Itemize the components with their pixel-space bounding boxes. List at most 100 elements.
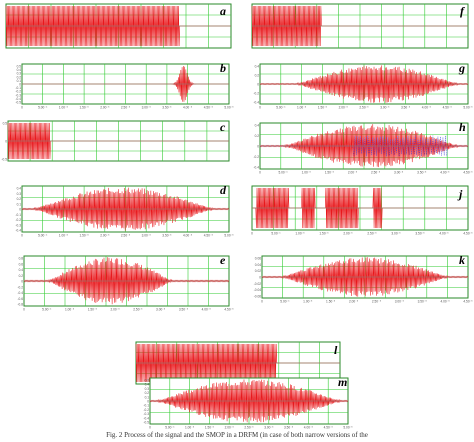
y-tick-label: -0.3 bbox=[144, 412, 150, 416]
y-tick-label: 0.1 bbox=[145, 395, 150, 399]
y-tick-label: 0.3 bbox=[145, 387, 150, 391]
x-tick-label: 1.50⁻⁵ bbox=[79, 234, 89, 238]
panel-m-plot: 0.50.40.30.20.10-0.1-0.2-0.3-0.4-0.50 5.0… bbox=[144, 377, 353, 430]
x-tick-label: 0 bbox=[251, 232, 253, 236]
y-tick-label: 0.2 bbox=[255, 74, 260, 78]
y-tick-label: 0.1 bbox=[17, 202, 22, 206]
panel-letter-a: a bbox=[220, 4, 226, 18]
x-tick-label: 1.00⁻⁵ bbox=[295, 232, 305, 236]
panel-m: 0.5 0.4 0.3 0.2 0.1 0 -0.1 -0.2 -0.3 -0.4 -0.5 0 5.0… bbox=[132, 372, 354, 432]
panel-f: f bbox=[248, 2, 470, 50]
panel-letter-f: f bbox=[460, 4, 464, 18]
x-tick-label: 4.00⁻⁵ bbox=[183, 106, 193, 110]
y-tick-label: 0.1 bbox=[17, 79, 22, 83]
x-tick-label: 1.50⁻⁵ bbox=[326, 300, 336, 304]
y-tick-label: 0 bbox=[19, 208, 21, 212]
x-tick-label: 0 bbox=[21, 234, 23, 238]
y-tick-label: 0.4 bbox=[19, 268, 24, 272]
y-tick-label: -0.2 bbox=[144, 408, 150, 412]
panel-g: 0.4 0.2 0 -0.2 -0.4 0 5.00⁻⁶ 1.00⁻⁵ 1.50⁻⁵ 2.00⁻⁵… bbox=[248, 58, 474, 110]
y-tick-label: -0.5 bbox=[144, 421, 150, 425]
x-tick-label: 2.50⁻⁵ bbox=[372, 300, 382, 304]
x-tick-label: 2.50⁻⁵ bbox=[121, 106, 131, 110]
y-tick-label: 0.4 bbox=[255, 124, 260, 128]
panel-a: a bbox=[4, 2, 232, 50]
y-tick-label: -0.2 bbox=[16, 218, 22, 222]
y-tick-label: -0.6 bbox=[18, 297, 24, 301]
x-tick-label: 3.00⁻⁵ bbox=[380, 106, 390, 110]
y-tick-label: 0.2 bbox=[17, 75, 22, 79]
y-tick-label: 0.5 bbox=[3, 122, 8, 126]
y-tick-label: 0.06 bbox=[255, 257, 261, 261]
y-tick-label: -0.2 bbox=[16, 90, 22, 94]
panel-c-plot: 0.5 0 -0.5 bbox=[2, 120, 230, 162]
y-tick-label: 0.6 bbox=[19, 262, 24, 266]
x-tick-label: 3.50⁻⁵ bbox=[401, 106, 411, 110]
x-tick-label: 2.00⁻⁵ bbox=[343, 232, 353, 236]
y-tick-label: -0.02 bbox=[254, 282, 261, 286]
panel-letter-g: g bbox=[459, 61, 465, 75]
y-tick-label: 0.4 bbox=[145, 383, 150, 387]
panel-b: 0.5 0.4 0.3 0.2 0.1 0 -0.1 -0.2 -0.3 -0.4 -0.5 0 5.0… bbox=[4, 58, 235, 110]
x-tick-label: 2.00⁻⁵ bbox=[348, 171, 358, 175]
x-tick-label: 4.50⁻⁵ bbox=[443, 106, 453, 110]
x-tick-label: 1.00⁻⁵ bbox=[303, 300, 313, 304]
x-tick-label: 0 bbox=[259, 171, 261, 175]
y-tick-label: -0.5 bbox=[2, 158, 8, 162]
y-tick-label: 0.8 bbox=[19, 257, 24, 261]
y-tick-label: 0.3 bbox=[17, 72, 22, 76]
y-tick-label: 0.5 bbox=[145, 379, 150, 383]
y-tick-label: 0.5 bbox=[17, 65, 22, 69]
x-tick-label: 1.00⁻⁵ bbox=[59, 106, 69, 110]
x-tick-label: 1.50⁻⁵ bbox=[79, 106, 89, 110]
y-tick-label: 0.2 bbox=[145, 391, 150, 395]
x-tick-label: 1.50⁻⁵ bbox=[205, 426, 215, 430]
x-tick-label: 1.50⁻⁵ bbox=[88, 308, 98, 312]
x-tick-label: 4.50⁻⁵ bbox=[463, 232, 473, 236]
y-tick-label: -0.4 bbox=[254, 166, 260, 170]
x-tick-label: 3.00⁻⁵ bbox=[142, 106, 152, 110]
x-tick-label: 2.50⁻⁵ bbox=[359, 106, 369, 110]
panel-k: 0.06 0.04 0.02 0 -0.02 -0.04 -0.06 0 5.00⁻⁶ 1.00⁻… bbox=[248, 250, 474, 306]
x-tick-label: 5.00⁻⁵ bbox=[343, 426, 353, 430]
x-tick-label: 1.50⁻⁵ bbox=[325, 171, 335, 175]
x-tick-label: 2.50⁻⁵ bbox=[371, 171, 381, 175]
x-tick-label: 3.50⁻⁵ bbox=[162, 234, 172, 238]
x-tick-label: 0 bbox=[259, 106, 261, 110]
y-tick-label: -0.1 bbox=[16, 213, 22, 217]
x-tick-label: 4.00⁻⁵ bbox=[439, 232, 449, 236]
y-tick-label: -0.8 bbox=[18, 303, 24, 307]
panel-letter-k: k bbox=[459, 253, 465, 267]
x-tick-label: 5.00⁻⁵ bbox=[224, 234, 234, 238]
x-tick-label: 5.00⁻⁵ bbox=[224, 106, 234, 110]
y-tick-label: 0 bbox=[259, 276, 261, 280]
y-tick-label: -0.2 bbox=[18, 285, 24, 289]
x-tick-label: 3.00⁻⁵ bbox=[264, 426, 274, 430]
panel-d-plot: 0.40.30.20.10-0.1-0.2-0.3-0.40 5.00⁻⁶ 1.00… bbox=[16, 185, 234, 238]
y-tick-label: 0.2 bbox=[19, 274, 24, 278]
panel-g-plot: 0.40.20-0.2-0.40 5.00⁻⁶ 1.00⁻⁵ 1.50⁻⁵ 2.00⁻⁵… bbox=[254, 63, 473, 110]
y-tick-label: 0 bbox=[19, 83, 21, 87]
y-tick-label: 0.4 bbox=[255, 65, 260, 69]
x-tick-label: 3.50⁻⁵ bbox=[417, 171, 427, 175]
y-tick-label: 0.4 bbox=[17, 187, 22, 191]
panel-letter-c: c bbox=[220, 120, 226, 134]
panel-letter-b: b bbox=[220, 61, 226, 75]
panel-h-plot: 0.40.20-0.2-0.40 5.00⁻⁶ 1.00⁻⁵ 1.50⁻⁵ 2.00⁻⁵… bbox=[254, 122, 473, 175]
panel-letter-d: d bbox=[220, 183, 226, 197]
x-tick-label: 1.00⁻⁵ bbox=[65, 308, 75, 312]
x-tick-label: 4.00⁻⁵ bbox=[183, 234, 193, 238]
panel-j-plot: 0 5.00⁻⁶ 1.00⁻⁵ 1.50⁻⁵ 2.00⁻⁵ 2.50⁻⁵ 3.00⁻⁵ 3.5… bbox=[251, 185, 473, 236]
y-tick-label: -0.4 bbox=[18, 291, 24, 295]
x-tick-label: 1.00⁻⁵ bbox=[297, 106, 307, 110]
y-tick-label: -0.3 bbox=[16, 93, 22, 97]
x-tick-label: 3.00⁻⁵ bbox=[395, 300, 405, 304]
x-tick-label: 2.50⁻⁵ bbox=[121, 234, 131, 238]
panel-e: 0.8 0.6 0.4 0.2 0 -0.2 -0.4 -0.6 -0.8 0 5.00⁻⁶ 1.00… bbox=[4, 250, 235, 314]
y-tick-label: -0.4 bbox=[254, 101, 260, 105]
signal-trace bbox=[149, 379, 349, 423]
y-tick-label: -0.04 bbox=[254, 288, 261, 292]
x-tick-label: 5.00⁻⁶ bbox=[165, 426, 175, 430]
x-tick-label: 4.50⁻⁵ bbox=[224, 308, 234, 312]
panel-letter-m: m bbox=[338, 375, 348, 389]
